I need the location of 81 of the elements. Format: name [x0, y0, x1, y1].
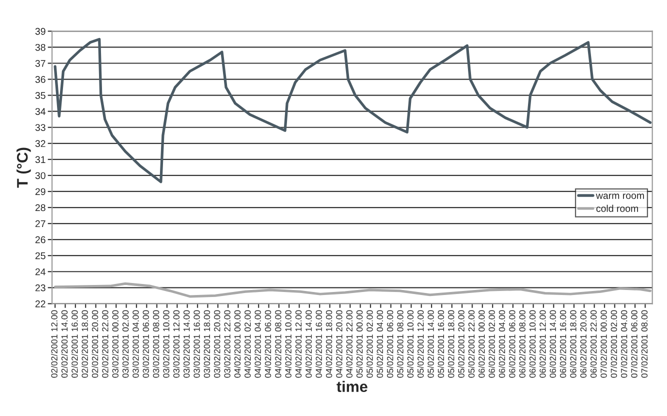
x-tick-label: 03/02/2001 04.00 — [132, 310, 139, 378]
x-tick-label: 03/02/2001 06.00 — [142, 310, 149, 378]
y-tick-label: 39 — [35, 28, 46, 35]
x-tick-label: 02/02/2001 22.00 — [102, 310, 108, 378]
x-tick-label: 04/02/2001 04.00 — [254, 310, 261, 378]
x-tick-label: 06/02/2001 20.00 — [580, 310, 587, 378]
x-tick-label: 02/02/2001 20.00 — [92, 310, 98, 378]
x-tick-label: 06/02/2001 12.00 — [539, 310, 546, 378]
y-tick-label: 26 — [35, 236, 46, 244]
x-tick-label: 06/02/2001 04.00 — [498, 310, 506, 378]
y-tick-label: 37 — [35, 60, 46, 67]
x-tick-label: 04/02/2001 22.00 — [346, 310, 352, 378]
x-tick-label: 06/02/2001 14.00 — [550, 310, 556, 378]
x-tick-label: 03/02/2001 22.00 — [224, 310, 230, 378]
x-tick-label: 04/02/2001 08.00 — [274, 310, 282, 378]
x-tick-label: 02/02/2001 12.00 — [51, 310, 58, 378]
y-tick-label: 25 — [35, 252, 46, 260]
y-tick-label: 31 — [35, 156, 46, 164]
x-tick-label: 04/02/2001 18.00 — [326, 310, 332, 378]
y-tick-label: 38 — [35, 44, 46, 51]
x-tick-label: 05/02/2001 06.00 — [386, 310, 394, 378]
x-tick-label: 03/02/2001 20.00 — [214, 310, 220, 378]
x-tick-label: 06/02/2001 10.00 — [529, 310, 536, 378]
x-tick-label: 03/02/2001 12.00 — [173, 310, 180, 378]
x-tick-label: 07/02/2001 00.00 — [600, 310, 607, 378]
y-tick-label: 32 — [35, 140, 46, 148]
y-tick-label: 24 — [35, 268, 46, 276]
y-tick-label: 35 — [35, 92, 46, 99]
x-tick-label: 05/02/2001 16.00 — [438, 310, 444, 378]
x-tick-label: 06/02/2001 02.00 — [488, 310, 495, 378]
y-tick-label: 22 — [35, 300, 46, 308]
x-tick-label: 04/02/2001 12.00 — [295, 310, 302, 378]
x-tick-label: 05/02/2001 02.00 — [366, 310, 373, 378]
x-tick-label: 03/02/2001 18.00 — [204, 310, 210, 378]
x-tick-label: 03/02/2001 10.00 — [162, 310, 170, 378]
x-tick-label: 06/02/2001 16.00 — [560, 310, 566, 378]
y-tick-label: 28 — [35, 204, 46, 212]
legend-label: warm room — [596, 194, 644, 199]
y-tick-label: 36 — [35, 76, 46, 83]
x-tick-label: 03/02/2001 08.00 — [152, 310, 160, 378]
x-tick-label: 04/02/2001 16.00 — [316, 310, 322, 378]
x-tick-label: 02/02/2001 18.00 — [82, 310, 88, 378]
x-tick-label: 05/02/2001 18.00 — [448, 310, 454, 378]
x-tick-label: 03/02/2001 02.00 — [122, 310, 129, 378]
x-tick-label: 04/02/2001 00.00 — [234, 310, 241, 378]
x-tick-label: 07/02/2001 02.00 — [610, 310, 618, 378]
x-tick-label: 04/02/2001 14.00 — [305, 310, 312, 378]
x-tick-label: 04/02/2001 02.00 — [244, 310, 251, 378]
x-tick-label: 06/02/2001 00.00 — [478, 310, 485, 378]
x-tick-label: 04/02/2001 20.00 — [336, 310, 342, 378]
x-tick-label: 05/02/2001 12.00 — [417, 310, 424, 378]
y-axis-title: T (°C) — [16, 148, 31, 188]
x-tick-label: 05/02/2001 04.00 — [376, 310, 384, 378]
x-tick-label: 07/02/2001 08.00 — [641, 310, 648, 378]
x-tick-label: 02/02/2001 14.00 — [61, 310, 68, 378]
x-tick-label: 03/02/2001 00.00 — [112, 310, 118, 378]
x-axis-title: time — [336, 380, 368, 392]
x-tick-label: 06/02/2001 22.00 — [590, 310, 597, 378]
x-tick-label: 04/02/2001 06.00 — [264, 310, 272, 378]
y-tick-label: 30 — [35, 172, 46, 180]
x-tick-label: 06/02/2001 06.00 — [508, 310, 516, 378]
y-tick-label: 29 — [35, 188, 46, 196]
x-tick-label: 05/02/2001 10.00 — [407, 310, 414, 378]
x-tick-label: 03/02/2001 16.00 — [193, 310, 200, 378]
x-tick-label: 07/02/2001 04.00 — [620, 310, 628, 378]
x-tick-label: 06/02/2001 18.00 — [570, 310, 576, 378]
x-tick-label: 03/02/2001 14.00 — [183, 310, 190, 378]
y-tick-label: 27 — [35, 220, 46, 228]
x-tick-label: 06/02/2001 08.00 — [519, 310, 526, 378]
x-tick-label: 05/02/2001 20.00 — [458, 310, 464, 378]
y-tick-label: 33 — [35, 124, 46, 131]
x-tick-label: 05/02/2001 00.00 — [356, 310, 363, 378]
x-tick-label: 07/02/2001 06.00 — [630, 310, 638, 378]
x-tick-label: 05/02/2001 22.00 — [468, 310, 475, 378]
x-tick-label: 05/02/2001 08.00 — [396, 310, 404, 378]
x-tick-label: 02/02/2001 16.00 — [71, 310, 78, 378]
x-tick-label: 05/02/2001 14.00 — [427, 310, 434, 378]
y-tick-label: 23 — [35, 284, 46, 292]
legend-label: cold room — [596, 204, 638, 212]
x-tick-label: 04/02/2001 10.00 — [285, 310, 292, 378]
y-tick-label: 34 — [35, 108, 46, 115]
